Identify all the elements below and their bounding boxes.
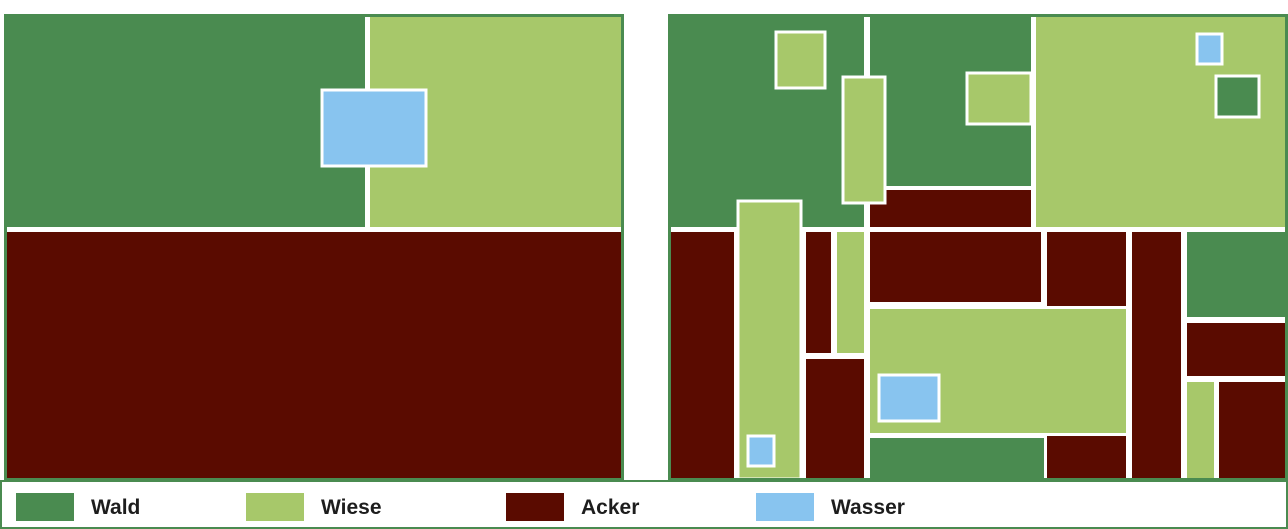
legend-label-wald: Wald	[91, 496, 141, 519]
left-panel-landscape	[4, 14, 624, 481]
legend-label-wiese: Wiese	[321, 496, 382, 519]
wald-patch	[1187, 232, 1286, 317]
wiese-patch	[965, 71, 1033, 126]
legend-label-acker: Acker	[581, 496, 640, 519]
right-panel-landscape	[668, 14, 1288, 481]
acker-patch	[671, 232, 734, 479]
wiese-patch	[841, 75, 887, 205]
acker-patch	[7, 232, 621, 479]
wasser-patch	[320, 88, 428, 168]
wald-patch	[870, 438, 1044, 479]
wald-patch	[671, 16, 864, 227]
acker-patch	[1219, 382, 1286, 479]
legend-frame	[0, 480, 1288, 529]
wasser-patch	[1195, 32, 1224, 66]
acker-patch	[806, 359, 864, 479]
legend-swatch-wald	[16, 493, 74, 521]
legend-label-wasser: Wasser	[831, 496, 905, 519]
wald-patch	[7, 16, 365, 227]
acker-patch	[1047, 436, 1126, 479]
acker-patch	[806, 232, 831, 353]
wiese-patch	[774, 30, 827, 90]
wasser-patch	[746, 434, 776, 468]
left-panel-border	[4, 14, 624, 481]
wasser-patch	[877, 373, 941, 423]
acker-patch	[1187, 323, 1286, 376]
legend-swatch-acker	[506, 493, 564, 521]
acker-patch	[1047, 232, 1126, 306]
wiese-patch	[837, 232, 864, 353]
legend-swatch-wasser	[756, 493, 814, 521]
wiese-patch	[1036, 16, 1286, 227]
wiese-patch	[1187, 382, 1214, 479]
acker-patch	[870, 190, 1031, 227]
acker-patch	[1132, 232, 1181, 479]
acker-patch	[870, 232, 1041, 302]
right-panel-border	[668, 14, 1288, 481]
legend-swatch-wiese	[246, 493, 304, 521]
wald-patch	[1214, 74, 1261, 119]
